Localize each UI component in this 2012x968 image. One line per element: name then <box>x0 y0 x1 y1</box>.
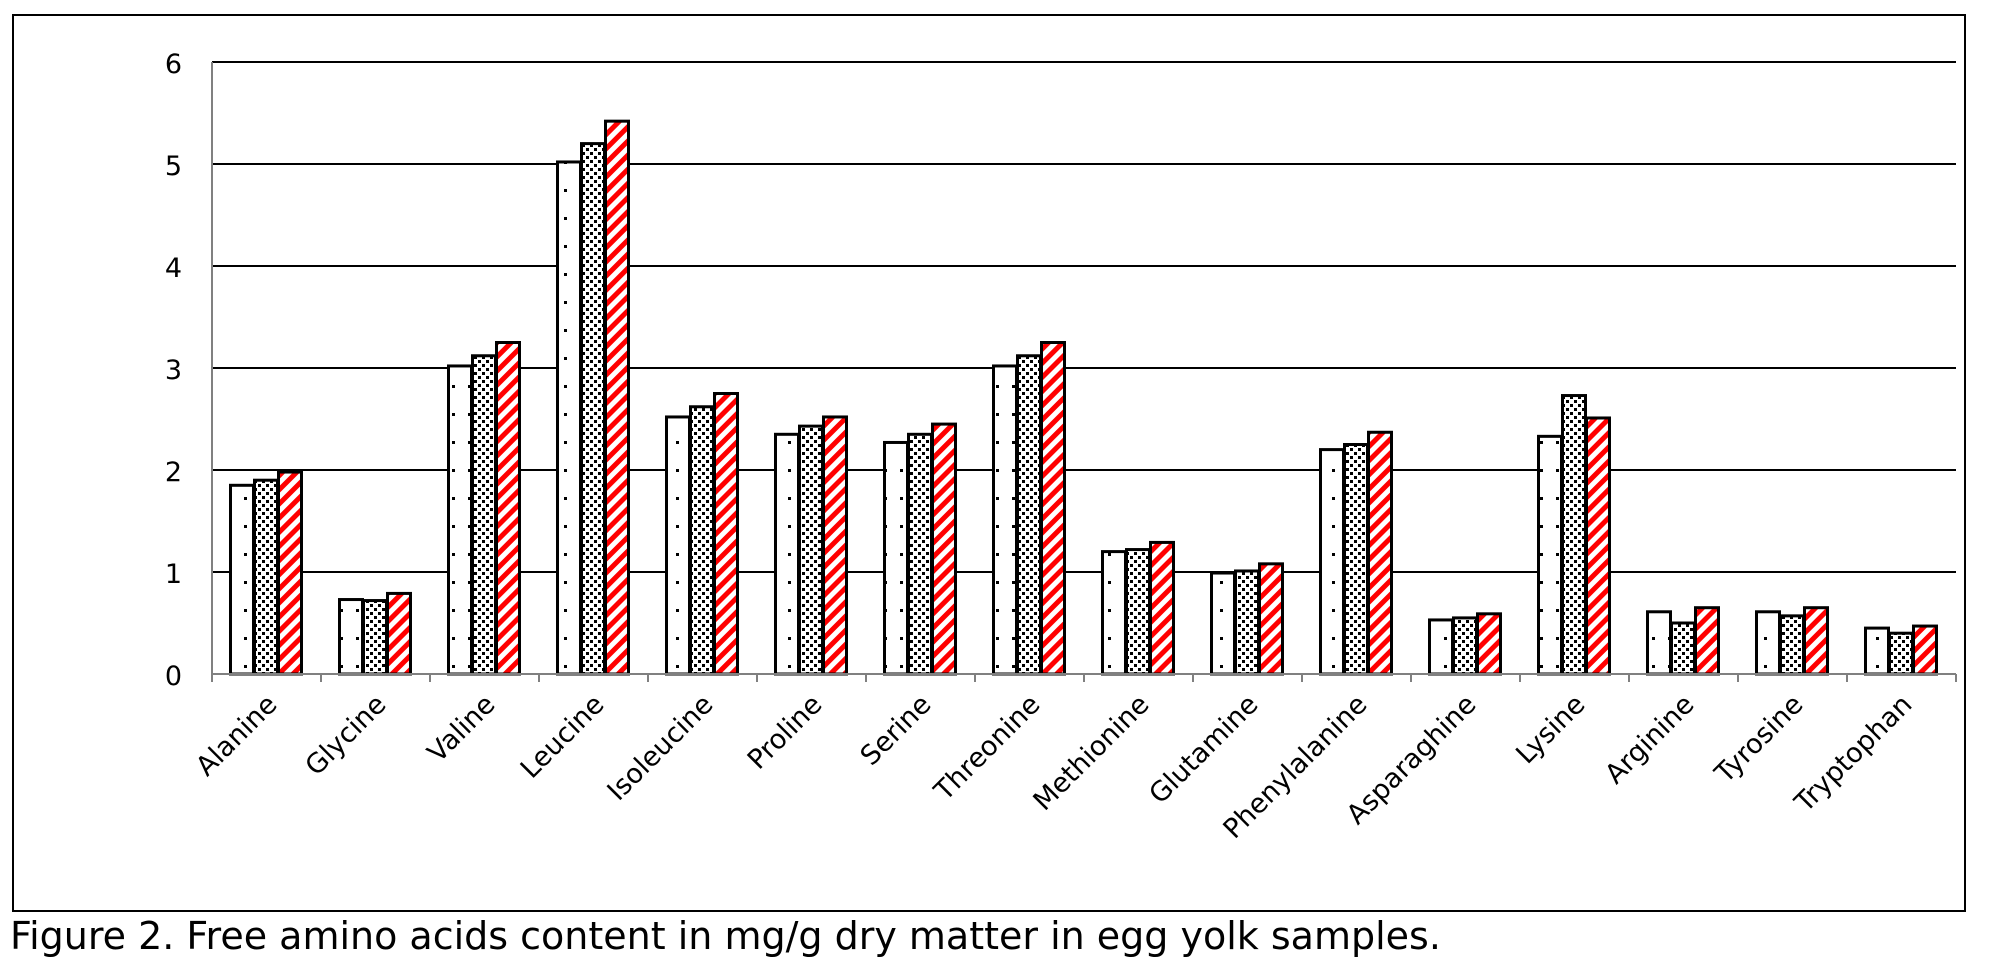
y-tick-label: 2 <box>165 457 182 488</box>
y-tick-label: 0 <box>165 661 182 692</box>
bar-tryptophan-series-2 <box>1888 631 1914 676</box>
bar-leucine-series-3 <box>604 119 630 676</box>
bar-arginine-series-2 <box>1670 621 1696 676</box>
figure-caption: Figure 2. Free amino acids content in mg… <box>10 914 1441 958</box>
bar-glycine-series-1 <box>338 598 364 676</box>
bar-alanine-series-2 <box>253 478 279 676</box>
y-tick-label: 4 <box>165 253 182 284</box>
bar-arginine-series-1 <box>1646 610 1672 676</box>
bar-serine-series-2 <box>907 432 933 676</box>
bar-glutamine-series-1 <box>1210 571 1236 676</box>
bar-threonine-series-2 <box>1016 354 1042 676</box>
bar-serine-series-1 <box>883 440 909 676</box>
bar-methionine-series-3 <box>1149 540 1175 676</box>
bar-tyrosine-series-3 <box>1803 606 1829 676</box>
bar-glycine-series-2 <box>362 599 388 676</box>
x-tick-label: Proline <box>742 689 829 776</box>
chart-frame: 0 1 2 3 4 5 6 Alanine Glycine Valine Leucine Isoleu… <box>12 14 1966 912</box>
bars <box>229 119 1938 676</box>
bar-methionine-series-1 <box>1101 550 1127 676</box>
bar-valine-series-2 <box>471 354 497 676</box>
bar-tyrosine-series-2 <box>1779 614 1805 676</box>
y-tick-label: 3 <box>165 355 182 386</box>
x-tick-label: Arginine <box>1599 689 1700 790</box>
bar-tryptophan-series-3 <box>1912 624 1938 676</box>
bar-glutamine-series-2 <box>1234 569 1260 676</box>
bar-leucine-series-2 <box>580 142 606 676</box>
x-tick-label: Serine <box>855 689 938 772</box>
x-tick-label: Tyrosine <box>1709 689 1810 790</box>
x-tick-label: Leucine <box>515 689 611 785</box>
bar-lysine-series-1 <box>1537 434 1563 676</box>
bar-tyrosine-series-1 <box>1755 610 1781 676</box>
bar-proline-series-3 <box>822 415 848 676</box>
x-tick-label: Glutamine <box>1143 689 1264 810</box>
bar-threonine-series-3 <box>1040 341 1066 676</box>
bar-phenylalanine-series-1 <box>1319 448 1345 676</box>
bar-isoleucine-series-2 <box>689 405 715 676</box>
x-tick-label: Alanine <box>190 689 283 782</box>
bar-arginine-series-3 <box>1694 606 1720 676</box>
y-tick-label: 5 <box>165 151 182 182</box>
bar-serine-series-3 <box>931 422 957 676</box>
y-tick-label: 6 <box>165 49 182 80</box>
bar-glutamine-series-3 <box>1258 562 1284 676</box>
y-tick-label: 1 <box>165 559 182 590</box>
bar-lysine-series-3 <box>1585 416 1611 676</box>
bar-methionine-series-2 <box>1125 548 1151 676</box>
bar-phenylalanine-series-3 <box>1367 430 1393 676</box>
bar-tryptophan-series-1 <box>1864 626 1890 676</box>
bar-isoleucine-series-3 <box>713 392 739 676</box>
bar-asparaghine-series-1 <box>1428 618 1454 676</box>
bar-alanine-series-3 <box>277 470 303 676</box>
x-tick-label: Glycine <box>299 689 392 782</box>
bar-glycine-series-3 <box>386 591 412 676</box>
bar-proline-series-1 <box>774 432 800 676</box>
bar-valine-series-3 <box>495 341 521 676</box>
x-tick-label: Lysine <box>1510 689 1591 770</box>
bar-asparaghine-series-3 <box>1476 612 1502 676</box>
x-tick-label: Tryptophan <box>1789 689 1919 819</box>
bar-proline-series-2 <box>798 424 824 676</box>
x-tick-label: Valine <box>422 689 502 769</box>
x-tick-label: Methionine <box>1027 689 1155 817</box>
bar-threonine-series-1 <box>992 364 1018 676</box>
bar-alanine-series-1 <box>229 483 255 676</box>
bar-phenylalanine-series-2 <box>1343 443 1369 676</box>
x-tick-label: Threonine <box>928 689 1047 808</box>
x-tick-label: Isoleucine <box>601 689 719 807</box>
bar-asparaghine-series-2 <box>1452 616 1478 676</box>
bar-valine-series-1 <box>447 364 473 676</box>
bar-chart: 0 1 2 3 4 5 6 Alanine Glycine Valine LeucineIsoleu… <box>165 49 1957 845</box>
bar-leucine-series-1 <box>556 160 582 676</box>
bar-lysine-series-2 <box>1561 394 1587 676</box>
bar-isoleucine-series-1 <box>665 415 691 676</box>
